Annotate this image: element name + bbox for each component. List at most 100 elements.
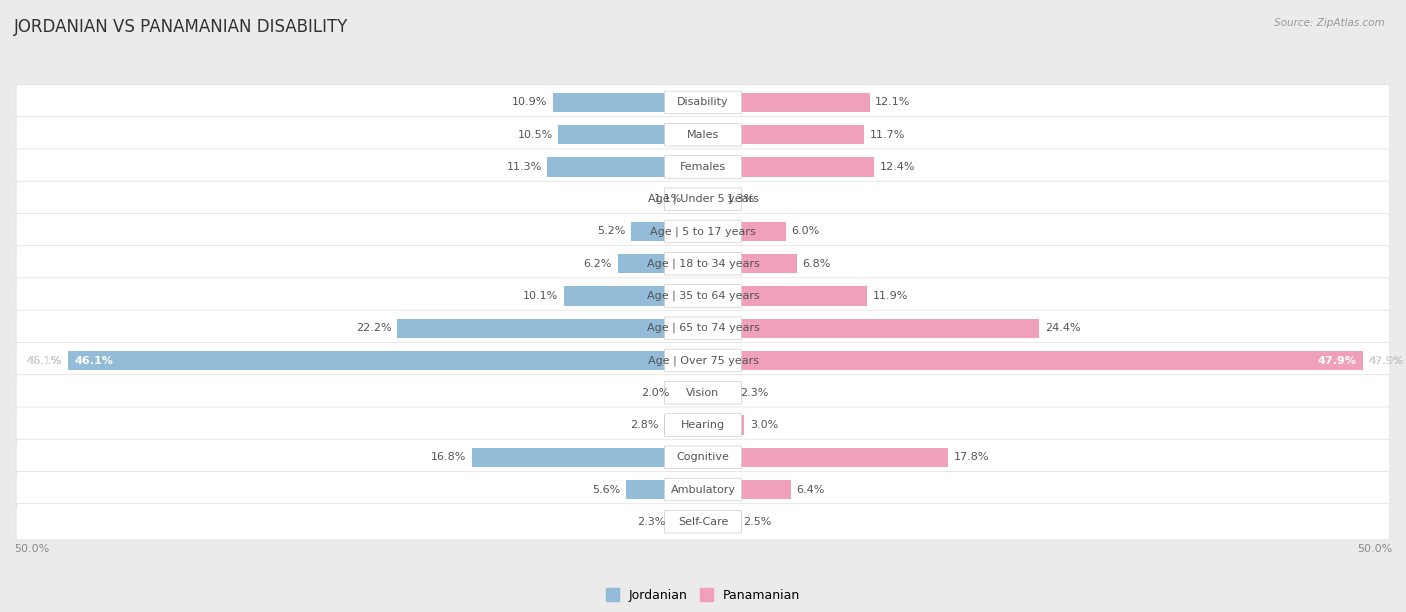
Text: Source: ZipAtlas.com: Source: ZipAtlas.com (1274, 18, 1385, 28)
Text: 1.1%: 1.1% (654, 194, 682, 204)
FancyBboxPatch shape (665, 414, 741, 436)
FancyBboxPatch shape (665, 253, 741, 275)
Text: 24.4%: 24.4% (1045, 323, 1080, 334)
Text: 46.1%: 46.1% (27, 356, 62, 365)
Bar (703, 351, 1362, 370)
Text: Vision: Vision (686, 388, 720, 398)
FancyBboxPatch shape (665, 91, 741, 114)
Text: 6.0%: 6.0% (792, 226, 820, 236)
FancyBboxPatch shape (665, 349, 741, 372)
Bar (564, 286, 703, 305)
FancyBboxPatch shape (15, 504, 1391, 540)
Text: JORDANIAN VS PANAMANIAN DISABILITY: JORDANIAN VS PANAMANIAN DISABILITY (14, 18, 349, 36)
FancyBboxPatch shape (15, 214, 1391, 250)
Text: 17.8%: 17.8% (953, 452, 990, 462)
Bar (703, 286, 868, 305)
Bar (703, 383, 735, 403)
Text: Ambulatory: Ambulatory (671, 485, 735, 494)
Text: 47.9%: 47.9% (1368, 356, 1405, 365)
Text: 6.4%: 6.4% (797, 485, 825, 494)
Bar (703, 512, 738, 531)
Text: 3.0%: 3.0% (749, 420, 778, 430)
Text: Age | Over 75 years: Age | Over 75 years (648, 355, 758, 366)
FancyBboxPatch shape (665, 478, 741, 501)
Text: 12.4%: 12.4% (879, 162, 915, 172)
FancyBboxPatch shape (15, 407, 1391, 443)
Text: 22.2%: 22.2% (356, 323, 392, 334)
FancyBboxPatch shape (15, 84, 1391, 121)
Bar (471, 447, 703, 467)
Bar (671, 512, 703, 531)
Text: Age | 35 to 64 years: Age | 35 to 64 years (647, 291, 759, 301)
Bar (703, 93, 870, 112)
Bar (675, 383, 703, 403)
Bar (558, 125, 703, 144)
Text: Cognitive: Cognitive (676, 452, 730, 462)
FancyBboxPatch shape (665, 285, 741, 307)
Text: Males: Males (688, 130, 718, 140)
Text: Age | 5 to 17 years: Age | 5 to 17 years (650, 226, 756, 237)
Text: 46.1%: 46.1% (75, 356, 114, 365)
FancyBboxPatch shape (665, 446, 741, 469)
Bar (547, 157, 703, 177)
FancyBboxPatch shape (15, 439, 1391, 476)
Text: Hearing: Hearing (681, 420, 725, 430)
Text: Age | 65 to 74 years: Age | 65 to 74 years (647, 323, 759, 334)
Bar (67, 351, 703, 370)
Text: Females: Females (681, 162, 725, 172)
Bar (617, 254, 703, 274)
FancyBboxPatch shape (665, 188, 741, 211)
Text: Age | Under 5 years: Age | Under 5 years (648, 194, 758, 204)
Text: 50.0%: 50.0% (1357, 544, 1392, 554)
Text: Self-Care: Self-Care (678, 517, 728, 527)
Bar (396, 319, 703, 338)
Bar (703, 416, 744, 435)
Text: 46.1%: 46.1% (27, 356, 62, 365)
FancyBboxPatch shape (15, 149, 1391, 185)
Text: 50.0%: 50.0% (14, 544, 49, 554)
FancyBboxPatch shape (15, 245, 1391, 282)
Text: Disability: Disability (678, 97, 728, 108)
Bar (703, 480, 792, 499)
Text: 10.1%: 10.1% (523, 291, 558, 301)
FancyBboxPatch shape (15, 278, 1391, 314)
Text: 5.2%: 5.2% (598, 226, 626, 236)
FancyBboxPatch shape (15, 117, 1391, 153)
Text: 2.3%: 2.3% (637, 517, 666, 527)
Text: 16.8%: 16.8% (430, 452, 465, 462)
Text: 47.9%: 47.9% (1368, 356, 1405, 365)
Text: 5.6%: 5.6% (592, 485, 620, 494)
Bar (703, 319, 1039, 338)
Text: 2.8%: 2.8% (630, 420, 659, 430)
Text: 11.3%: 11.3% (506, 162, 541, 172)
Text: 2.0%: 2.0% (641, 388, 669, 398)
Bar (703, 254, 797, 274)
Text: 2.3%: 2.3% (740, 388, 769, 398)
Text: 11.9%: 11.9% (873, 291, 908, 301)
Text: 6.8%: 6.8% (803, 259, 831, 269)
FancyBboxPatch shape (15, 181, 1391, 217)
FancyBboxPatch shape (15, 375, 1391, 411)
FancyBboxPatch shape (665, 124, 741, 146)
Bar (631, 222, 703, 241)
FancyBboxPatch shape (15, 343, 1391, 379)
FancyBboxPatch shape (15, 310, 1391, 346)
Bar (703, 125, 865, 144)
Bar (703, 222, 786, 241)
Bar (703, 157, 875, 177)
Bar (665, 416, 703, 435)
Bar (626, 480, 703, 499)
Bar (703, 190, 721, 209)
FancyBboxPatch shape (665, 381, 741, 404)
Text: 12.1%: 12.1% (875, 97, 911, 108)
Text: 10.9%: 10.9% (512, 97, 547, 108)
Text: 1.3%: 1.3% (727, 194, 755, 204)
FancyBboxPatch shape (665, 317, 741, 340)
FancyBboxPatch shape (15, 471, 1391, 507)
Legend: Jordanian, Panamanian: Jordanian, Panamanian (606, 588, 800, 602)
Text: 47.9%: 47.9% (1317, 356, 1357, 365)
FancyBboxPatch shape (665, 510, 741, 533)
Text: 6.2%: 6.2% (583, 259, 612, 269)
Bar (703, 447, 948, 467)
Text: Age | 18 to 34 years: Age | 18 to 34 years (647, 258, 759, 269)
